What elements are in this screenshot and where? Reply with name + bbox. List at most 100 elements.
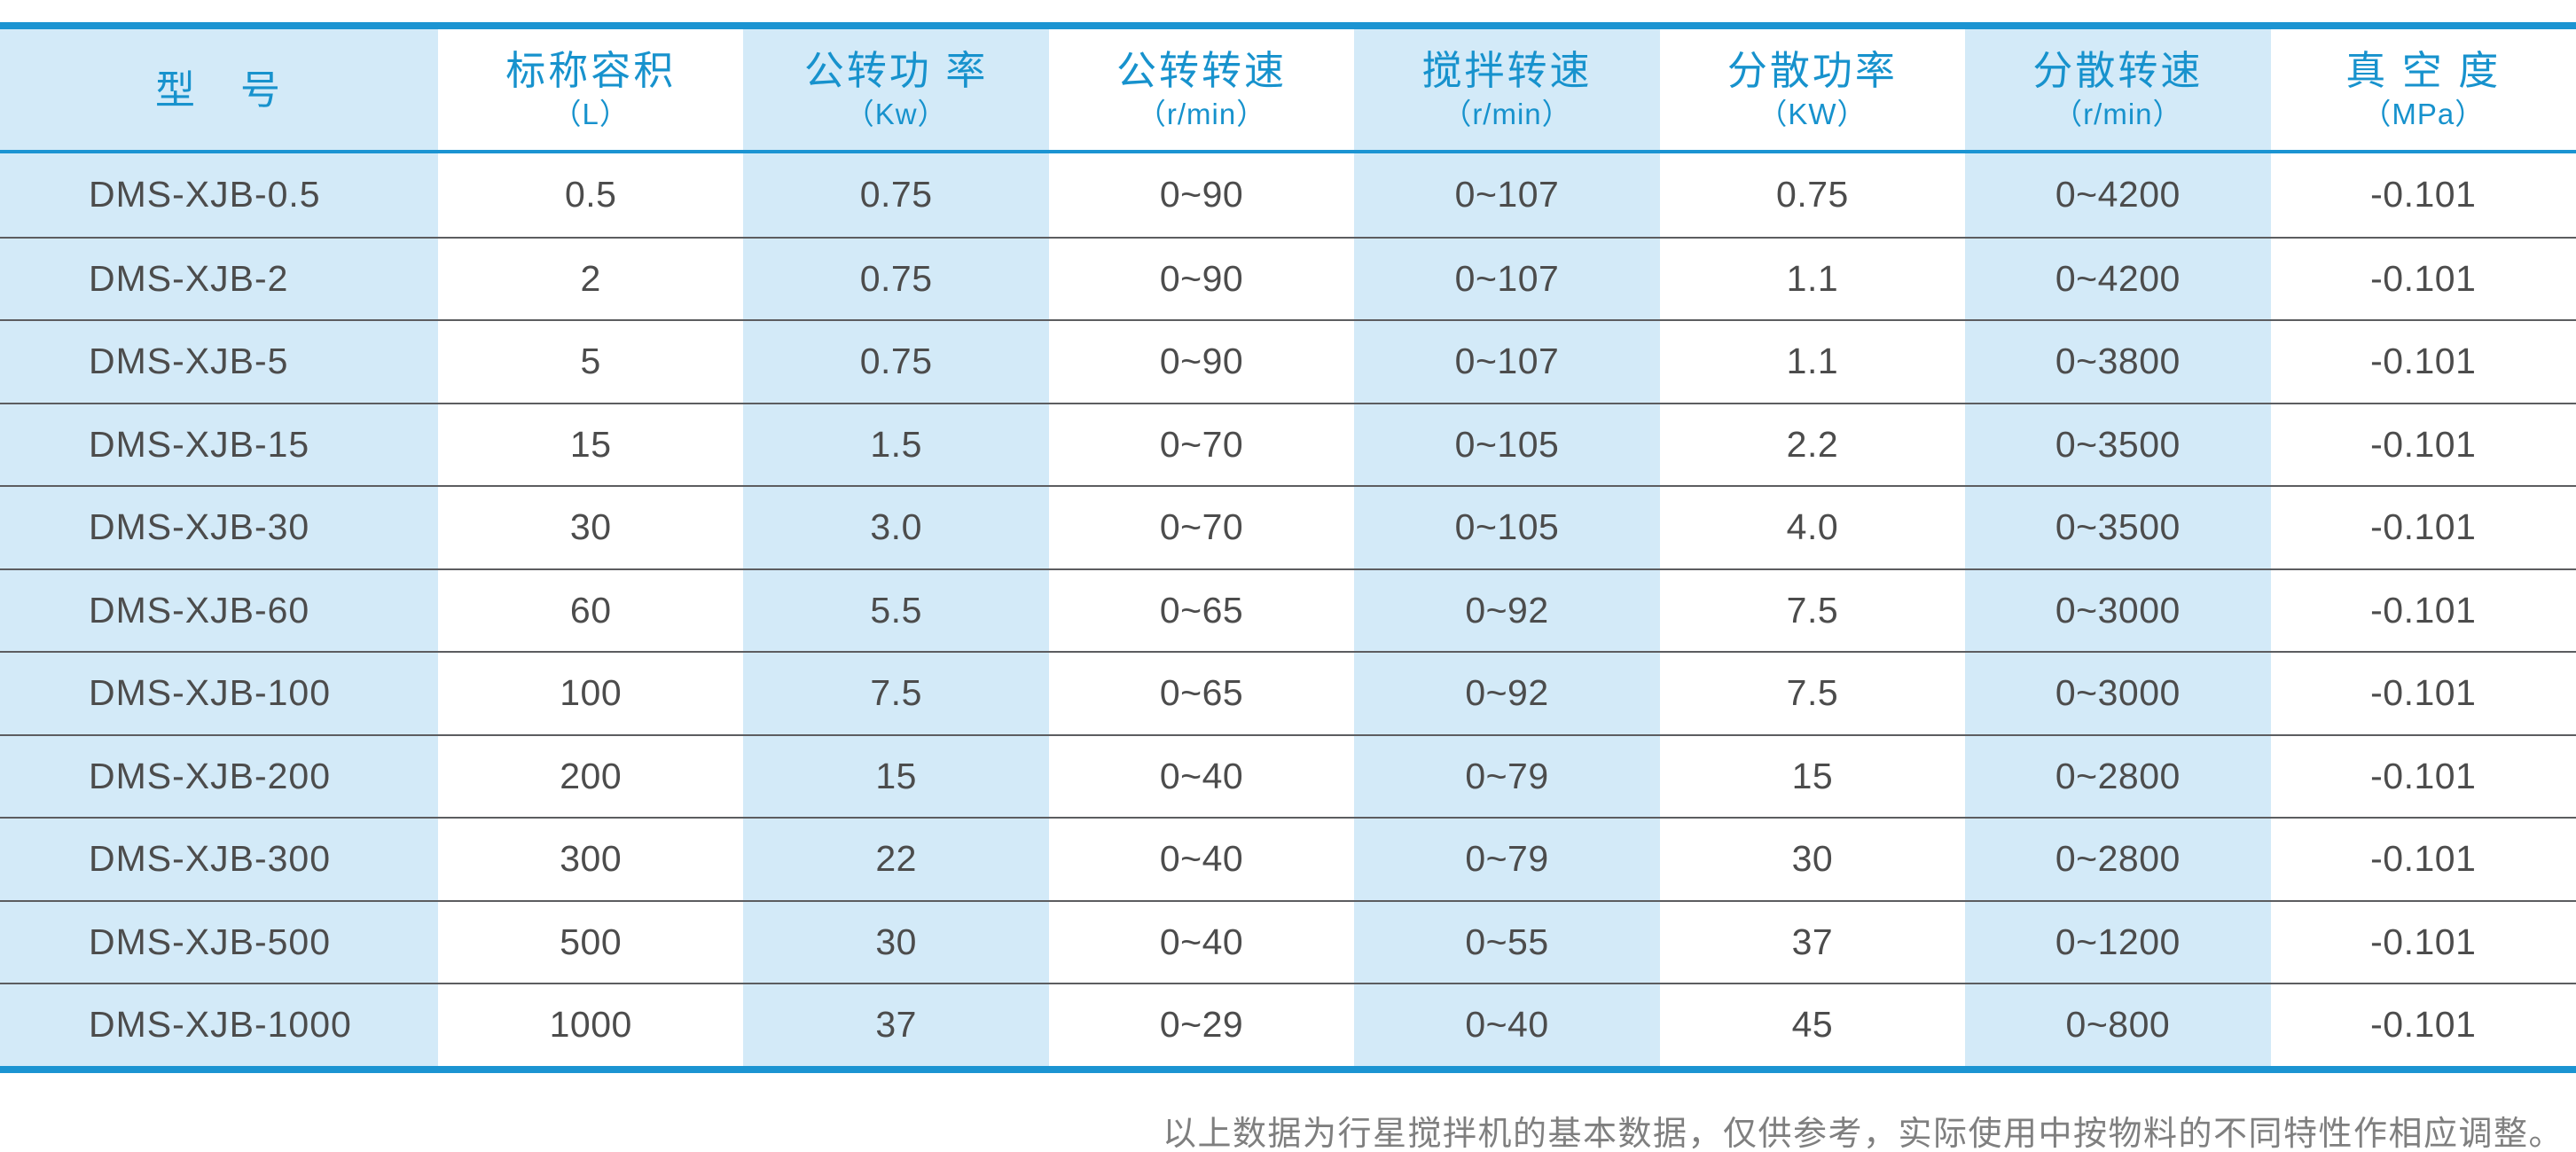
model-cell: DMS-XJB-15: [0, 402, 438, 485]
header-label: 分散功率: [1726, 48, 1898, 93]
value-cell: 0~90: [1048, 319, 1355, 403]
value-cell: 0~79: [1354, 733, 1660, 817]
value-cell: 2: [438, 236, 744, 319]
value-cell: 5: [438, 319, 744, 403]
value-cell: 0.75: [1659, 153, 1966, 237]
value-cell: 1000: [438, 983, 744, 1066]
header-cell-col4: 搅拌转速 （r/min）: [1354, 29, 1660, 153]
value-cell: 0~70: [1048, 485, 1355, 568]
header-cell-col2: 公转功 率 （Kw）: [743, 29, 1049, 153]
value-cell: 0~2800: [1965, 817, 2271, 900]
value-cell: 0~65: [1048, 568, 1355, 651]
value-cell: 0.5: [438, 153, 744, 237]
model-cell: DMS-XJB-300: [0, 817, 438, 900]
value-cell: 0~40: [1354, 983, 1660, 1066]
value-cell: 0.75: [743, 236, 1049, 319]
value-cell: 15: [1659, 733, 1966, 817]
value-cell: -0.101: [2270, 651, 2576, 734]
header-cell-col1: 标称容积 （L）: [438, 29, 744, 153]
value-cell: -0.101: [2270, 485, 2576, 568]
value-cell: 30: [743, 899, 1049, 983]
value-cell: 0~40: [1048, 733, 1355, 817]
model-cell: DMS-XJB-100: [0, 651, 438, 734]
value-cell: 0~107: [1354, 236, 1660, 319]
value-cell: -0.101: [2270, 402, 2576, 485]
header-unit: （Kw）: [844, 98, 948, 130]
value-cell: 0~4200: [1965, 153, 2271, 237]
value-cell: -0.101: [2270, 733, 2576, 817]
value-cell: 15: [438, 402, 744, 485]
value-cell: 0~800: [1965, 983, 2271, 1066]
model-cell: DMS-XJB-0.5: [0, 153, 438, 237]
value-cell: 0~107: [1354, 153, 1660, 237]
value-cell: -0.101: [2270, 568, 2576, 651]
model-cell: DMS-XJB-2: [0, 236, 438, 319]
value-cell: 0.75: [743, 153, 1049, 237]
value-cell: 0~105: [1354, 485, 1660, 568]
value-cell: 5.5: [743, 568, 1049, 651]
value-cell: 3.0: [743, 485, 1049, 568]
model-cell: DMS-XJB-30: [0, 485, 438, 568]
header-unit: （r/min）: [2053, 98, 2183, 130]
value-cell: 37: [1659, 899, 1966, 983]
header-cell-col5: 分散功率 （KW）: [1659, 29, 1966, 153]
model-cell: DMS-XJB-500: [0, 899, 438, 983]
value-cell: 0~3000: [1965, 651, 2271, 734]
value-cell: -0.101: [2270, 319, 2576, 403]
value-cell: 500: [438, 899, 744, 983]
value-cell: 300: [438, 817, 744, 900]
value-cell: 0~79: [1354, 817, 1660, 900]
model-cell: DMS-XJB-5: [0, 319, 438, 403]
value-cell: -0.101: [2270, 899, 2576, 983]
value-cell: 30: [438, 485, 744, 568]
header-unit: （r/min）: [1136, 98, 1267, 130]
value-cell: 0~2800: [1965, 733, 2271, 817]
header-unit: （L）: [552, 98, 630, 130]
value-cell: 1.1: [1659, 236, 1966, 319]
header-label: 公转转速: [1116, 48, 1288, 93]
value-cell: 1.5: [743, 402, 1049, 485]
header-cell-col0: 型 号: [0, 29, 438, 153]
model-cell: DMS-XJB-60: [0, 568, 438, 651]
value-cell: 2.2: [1659, 402, 1966, 485]
value-cell: 0~105: [1354, 402, 1660, 485]
value-cell: 0~40: [1048, 817, 1355, 900]
value-cell: 100: [438, 651, 744, 734]
value-cell: 22: [743, 817, 1049, 900]
value-cell: 0~90: [1048, 236, 1355, 319]
value-cell: -0.101: [2270, 983, 2576, 1066]
header-label: 公转功 率: [803, 48, 989, 93]
header-label: 标称容积: [505, 48, 677, 93]
value-cell: 45: [1659, 983, 1966, 1066]
header-label: 真 空 度: [2345, 48, 2502, 93]
value-cell: 0~55: [1354, 899, 1660, 983]
value-cell: 0.75: [743, 319, 1049, 403]
model-cell: DMS-XJB-200: [0, 733, 438, 817]
value-cell: 0~3800: [1965, 319, 2271, 403]
header-cell-col6: 分散转速 （r/min）: [1965, 29, 2271, 153]
header-label: 型 号: [154, 67, 283, 113]
table-footnote: 以上数据为行星搅拌机的基本数据，仅供参考，实际使用中按物料的不同特性作相应调整。: [1162, 1114, 2564, 1152]
planetary-mixer-spec-table: 型 号 标称容积 （L） 公转功 率 （Kw） 公转转速 （r/min） 搅拌转速 （r/min…: [0, 22, 2576, 1073]
value-cell: 7.5: [743, 651, 1049, 734]
value-cell: -0.101: [2270, 153, 2576, 237]
value-cell: 60: [438, 568, 744, 651]
value-cell: 0~3500: [1965, 402, 2271, 485]
header-label: 分散转速: [2032, 48, 2204, 93]
header-unit: （r/min）: [1442, 98, 1572, 130]
header-label: 搅拌转速: [1421, 48, 1593, 93]
value-cell: 7.5: [1659, 651, 1966, 734]
value-cell: 4.0: [1659, 485, 1966, 568]
value-cell: -0.101: [2270, 236, 2576, 319]
value-cell: 30: [1659, 817, 1966, 900]
value-cell: 0~3000: [1965, 568, 2271, 651]
value-cell: 7.5: [1659, 568, 1966, 651]
value-cell: 0~92: [1354, 568, 1660, 651]
value-cell: 37: [743, 983, 1049, 1066]
header-cell-col3: 公转转速 （r/min）: [1048, 29, 1355, 153]
header-unit: （MPa）: [2361, 98, 2486, 130]
model-cell: DMS-XJB-1000: [0, 983, 438, 1066]
value-cell: -0.101: [2270, 817, 2576, 900]
value-cell: 0~1200: [1965, 899, 2271, 983]
